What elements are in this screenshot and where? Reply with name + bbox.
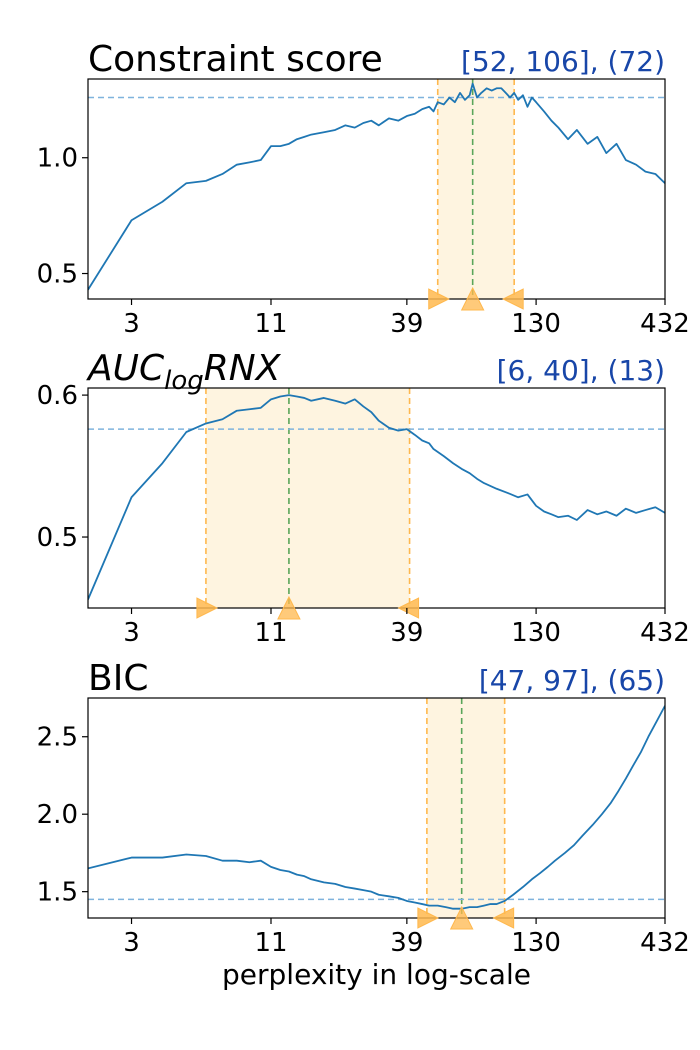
series-line <box>88 394 665 600</box>
title-rest: RNX <box>204 348 282 389</box>
x-tick-label: 11 <box>254 928 287 958</box>
axes-frame <box>87 387 666 609</box>
x-tick-label: 11 <box>254 309 287 339</box>
panel-title: AUClogRNX <box>86 348 282 396</box>
x-tick-label: 39 <box>390 928 423 958</box>
y-tick-label: 1.0 <box>37 144 78 174</box>
y-tick-label: 0.5 <box>37 260 78 290</box>
interval-end-marker <box>492 907 515 929</box>
title-main: AUC <box>86 348 165 389</box>
x-tick-label: 3 <box>123 618 140 648</box>
x-tick-label: 130 <box>511 928 561 958</box>
interval-start-marker <box>417 907 440 929</box>
x-tick-label: 11 <box>254 618 287 648</box>
y-tick-label: 0.6 <box>37 381 78 411</box>
y-tick-label: 0.5 <box>37 523 78 553</box>
range-label: [47, 97], (65) <box>479 664 665 697</box>
series-line <box>88 82 665 291</box>
y-tick-label: 2.5 <box>37 723 78 753</box>
x-tick-label: 39 <box>390 618 423 648</box>
best-marker <box>277 595 301 620</box>
interval-band <box>426 698 505 918</box>
interval-start-marker <box>428 288 450 310</box>
x-tick-label: 3 <box>123 309 140 339</box>
interval-end-marker <box>502 288 524 310</box>
range-label: [52, 106], (72) <box>461 45 665 78</box>
axes-frame <box>87 697 666 919</box>
interval-band <box>205 388 410 608</box>
panel-1: 3 11 39 130 432 0.5 1.0 Constraint score [52, 10… <box>37 39 690 339</box>
title-subscript: log <box>164 366 204 396</box>
axes-frame <box>87 78 666 300</box>
x-axis-label: perplexity in log-scale <box>222 958 531 991</box>
x-tick-label: 3 <box>123 928 140 958</box>
interval-start-marker <box>196 597 219 619</box>
x-tick-label: 432 <box>640 928 690 958</box>
best-marker <box>449 905 474 930</box>
range-label: [6, 40], (13) <box>497 354 665 387</box>
best-marker <box>460 286 485 311</box>
y-tick-label: 2.0 <box>37 800 78 830</box>
series-line <box>88 705 665 910</box>
y-tick-label: 1.5 <box>37 878 78 908</box>
panel-title: Constraint score <box>88 39 383 80</box>
x-tick-label: 39 <box>390 309 423 339</box>
interval-end-marker <box>397 597 420 619</box>
x-tick-label: 432 <box>640 618 690 648</box>
panel-2: 3 11 39 130 432 0.5 0.6 AUClogRNX [6, 40], (13) <box>37 348 690 648</box>
interval-band <box>437 79 515 299</box>
x-tick-label: 130 <box>511 309 561 339</box>
x-tick-label: 130 <box>511 618 561 648</box>
panel-3: 3 11 39 130 432 1.5 2.0 2.5 BIC [47, 97], (65) per… <box>37 658 690 991</box>
x-tick-label: 432 <box>640 309 690 339</box>
panel-title: BIC <box>88 658 148 699</box>
